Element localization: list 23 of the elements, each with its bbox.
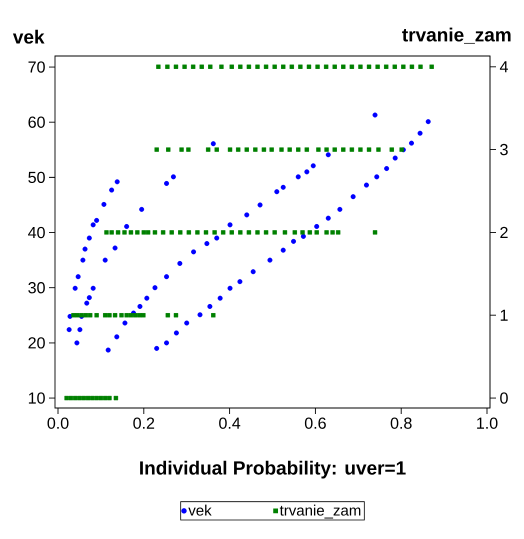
y-tick-label: 50 xyxy=(28,172,45,184)
y-axis-title: vek xyxy=(12,30,45,44)
y2-tick-label: 4 xyxy=(500,61,508,72)
y-tick-label: 10 xyxy=(28,392,45,404)
y2-tick-label: 2 xyxy=(500,226,508,238)
y2-tick-label: 0 xyxy=(500,392,508,404)
y-tick-label: 70 xyxy=(28,61,45,73)
x-tick-label: 0.0 xyxy=(48,418,69,429)
x-tick-label: 0.8 xyxy=(390,418,412,429)
legend-label: trvanie_zam xyxy=(280,504,360,519)
y2-tick-label: 3 xyxy=(500,144,508,156)
x-tick-label: 0.4 xyxy=(219,418,240,429)
legend-label: vek xyxy=(188,504,212,516)
y-tick-label: 30 xyxy=(28,282,45,294)
y-tick-label: 40 xyxy=(28,226,45,238)
x-axis-title: Individual Probability: uver=1 xyxy=(140,460,406,478)
y-tick-label: 60 xyxy=(28,116,45,128)
y2-tick-label: 1 xyxy=(500,310,508,321)
y2-axis-title: trvanie_zam xyxy=(402,28,511,44)
y-tick-label: 20 xyxy=(28,337,45,349)
x-tick-label: 1.0 xyxy=(477,418,498,429)
x-tick-label: 0.6 xyxy=(304,418,326,429)
x-tick-label: 0.2 xyxy=(133,418,154,429)
